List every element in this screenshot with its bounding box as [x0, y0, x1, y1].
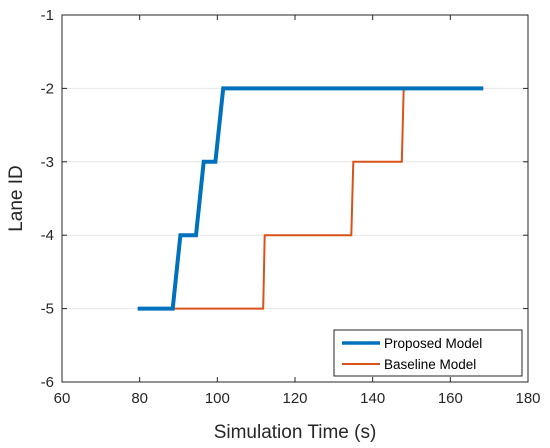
y-tick-label: -1	[41, 7, 54, 24]
plot-area	[62, 15, 528, 382]
series-layer	[137, 86, 484, 311]
legend-box	[333, 329, 523, 377]
series-line-proposed-model	[137, 86, 484, 311]
x-tick-label: 180	[515, 390, 540, 407]
x-tick-label: 140	[360, 390, 385, 407]
x-tick-label: 80	[131, 390, 148, 407]
y-tick-label: -4	[41, 227, 54, 244]
x-tick-label: 60	[54, 390, 71, 407]
x-tick-label: 160	[438, 390, 463, 407]
y-axis-title: Lane ID	[6, 165, 27, 232]
y-tick-label: -3	[41, 154, 54, 171]
legend-label-baseline-model: Baseline Model	[384, 357, 476, 372]
y-tick-label: -5	[41, 301, 54, 318]
legend: Proposed Model Baseline Model	[333, 329, 523, 377]
y-tick-label: -2	[41, 80, 54, 97]
x-axis-title: Simulation Time (s)	[214, 422, 377, 443]
x-tick-label: 100	[205, 390, 230, 407]
y-tick-label: -6	[41, 374, 54, 391]
axis-ticks: 60 80 100 120 140 160 180 -1 -2 -3 -4 -5 -6	[41, 7, 541, 407]
series-line-baseline-model	[137, 87, 474, 310]
legend-label-proposed-model: Proposed Model	[384, 336, 482, 351]
x-tick-label: 120	[282, 390, 307, 407]
